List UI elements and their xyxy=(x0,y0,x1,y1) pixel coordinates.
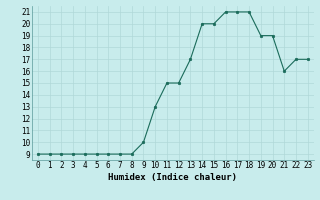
X-axis label: Humidex (Indice chaleur): Humidex (Indice chaleur) xyxy=(108,173,237,182)
